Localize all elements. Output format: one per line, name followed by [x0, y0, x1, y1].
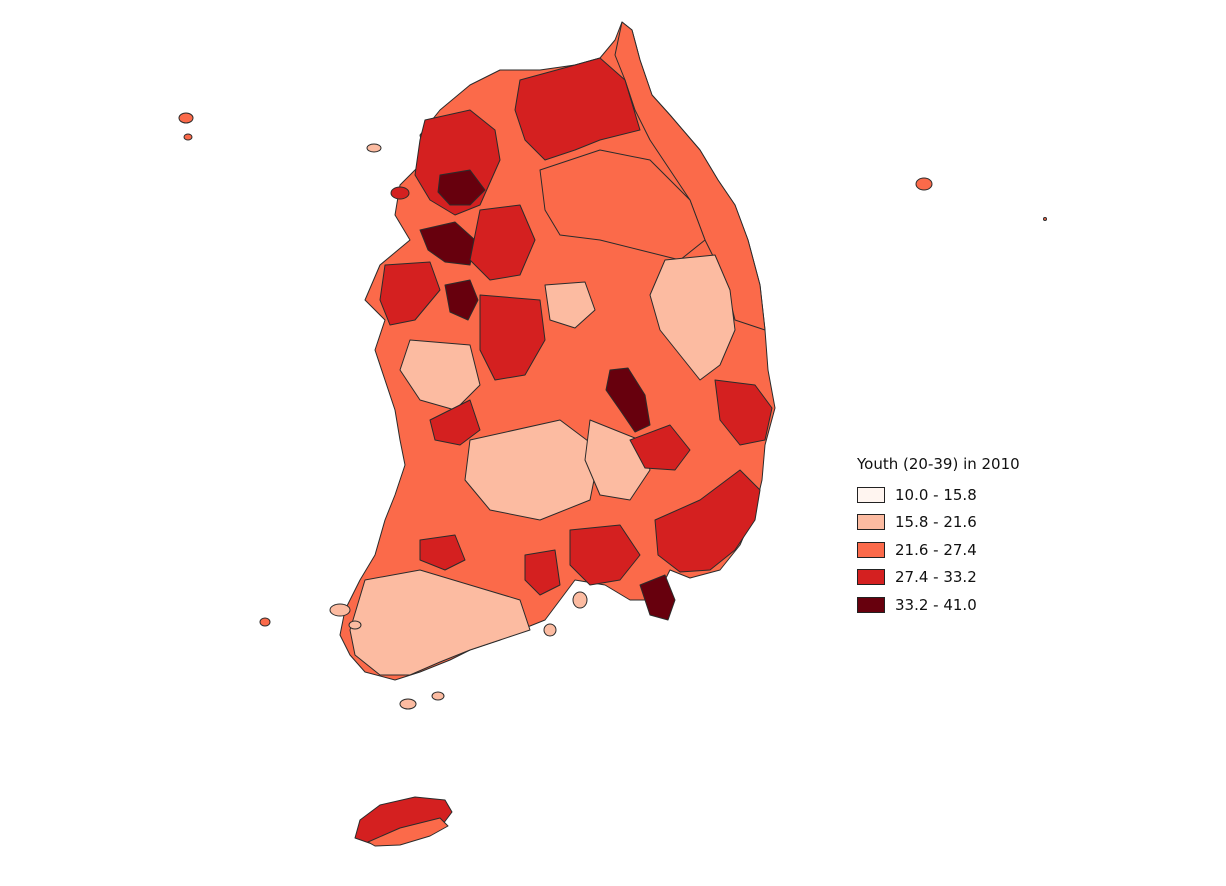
legend-swatch	[857, 569, 885, 586]
region-south-central	[569, 524, 641, 586]
region-suwon	[469, 204, 536, 281]
region-east-pale	[649, 254, 736, 381]
region-daegu	[605, 367, 651, 433]
island-small-nw	[183, 133, 193, 141]
island-jeju-south	[367, 817, 449, 847]
region-gumi	[629, 424, 691, 471]
legend-title: Youth (20-39) in 2010	[857, 455, 1020, 473]
legend-swatch	[857, 596, 885, 613]
map-legend: Youth (20-39) in 2010 10.0 - 15.8 15.8 -…	[857, 455, 1020, 619]
island-south-2	[431, 691, 445, 701]
island-south-4	[572, 591, 588, 609]
island-south-3	[543, 623, 557, 637]
region-southwest	[349, 569, 531, 676]
region-incheon	[419, 221, 476, 266]
region-gwangju	[419, 534, 466, 571]
region-pyeongtaek	[444, 279, 479, 321]
legend-swatch	[857, 514, 885, 531]
legend-row: 10.0 - 15.8	[857, 481, 1020, 509]
region-geoje	[639, 574, 676, 621]
island-sw-2	[348, 620, 362, 630]
island-dokdo	[1043, 217, 1047, 221]
region-west-coast	[379, 261, 441, 326]
legend-swatch	[857, 541, 885, 558]
region-seoul-core	[437, 169, 486, 206]
region-daejeon	[429, 399, 481, 446]
legend-label: 21.6 - 27.4	[895, 540, 977, 559]
legend-label: 10.0 - 15.8	[895, 485, 977, 504]
legend-row: 21.6 - 27.4	[857, 536, 1020, 564]
legend-row: 33.2 - 41.0	[857, 591, 1020, 619]
region-busan-ulsan	[654, 469, 761, 573]
island-baengnyeong	[178, 112, 194, 124]
legend-label: 27.4 - 33.2	[895, 568, 977, 587]
island-sw-3	[259, 617, 271, 627]
legend-label: 15.8 - 21.6	[895, 513, 977, 532]
island-sw-1	[329, 603, 351, 617]
island-west-1	[390, 186, 410, 200]
region-jinju	[524, 549, 561, 596]
region-north-east	[614, 21, 766, 331]
island-jeju	[354, 796, 453, 846]
region-north-hills	[514, 57, 641, 161]
legend-swatch	[857, 486, 885, 503]
legend-label: 33.2 - 41.0	[895, 595, 977, 614]
island-ulleungdo	[915, 177, 933, 191]
region-central-pale	[544, 281, 596, 329]
region-cheonan	[479, 294, 546, 381]
region-pohang	[714, 379, 773, 446]
island-ganghwa	[366, 143, 382, 153]
island-south-1	[399, 698, 417, 710]
legend-row: 15.8 - 21.6	[857, 509, 1020, 537]
legend-row: 27.4 - 33.2	[857, 564, 1020, 592]
region-jeonbuk	[464, 419, 601, 521]
